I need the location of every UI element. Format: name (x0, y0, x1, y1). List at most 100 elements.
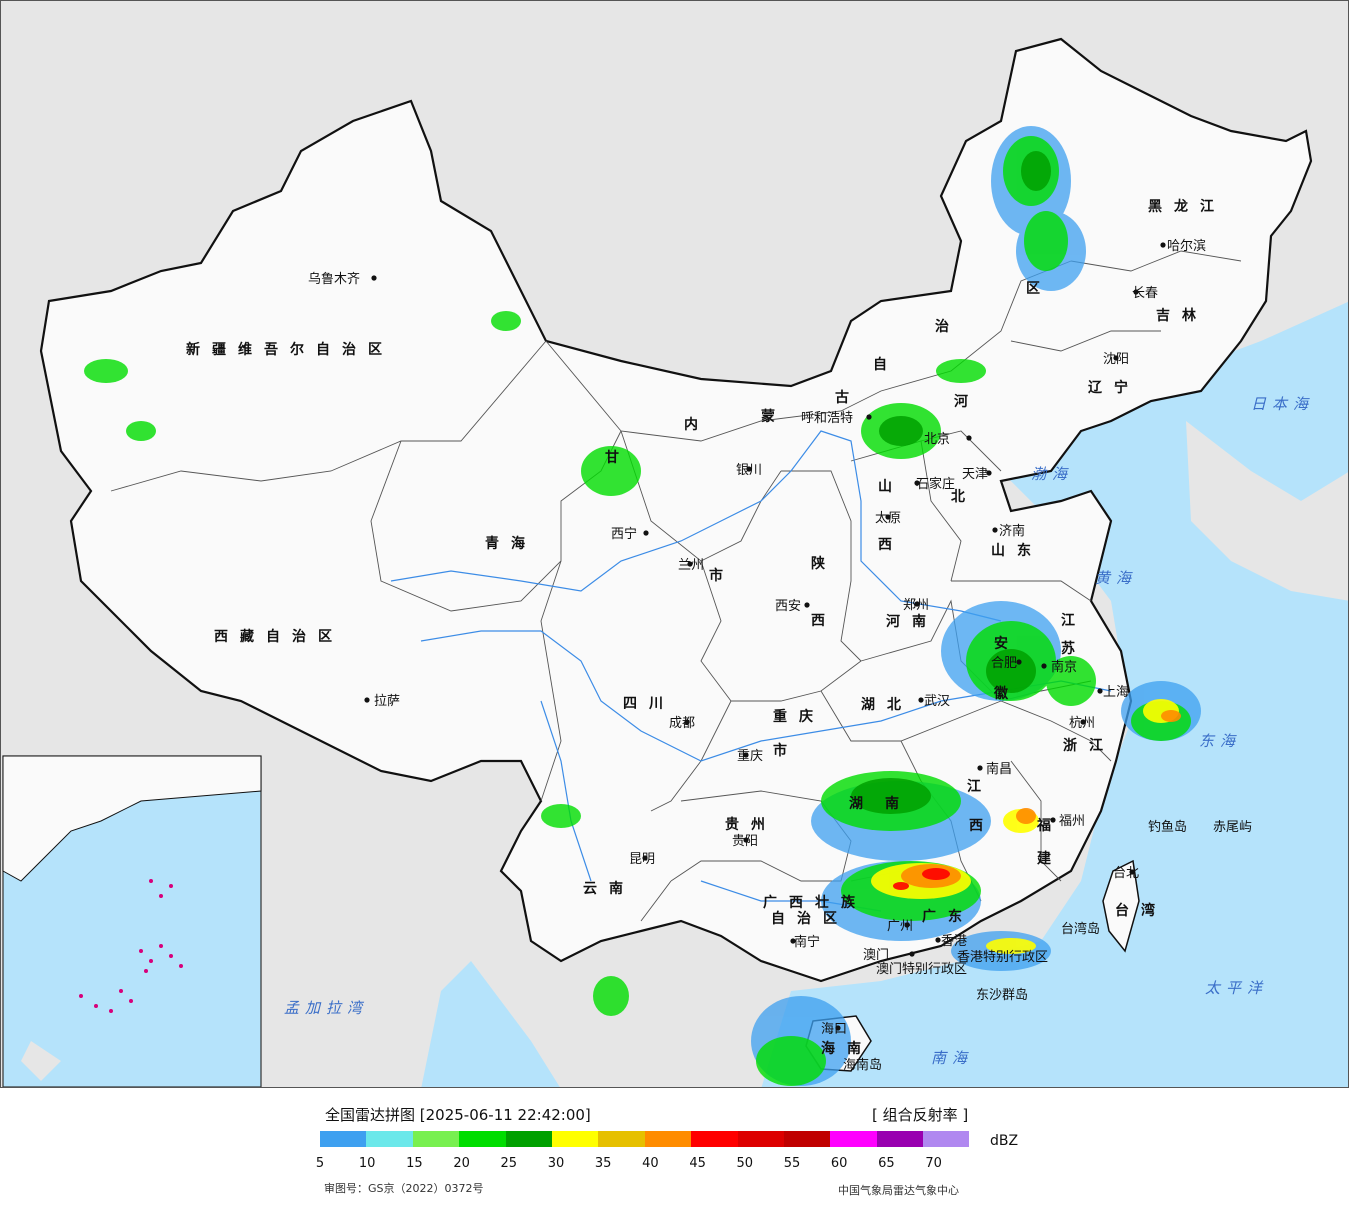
city-label: 台北 (1113, 866, 1139, 881)
province-label: 吉林 (1156, 307, 1208, 324)
province-label: 重庆 (773, 708, 825, 725)
city-label: 澳门 (863, 947, 889, 963)
city-label: 哈尔滨 (1167, 238, 1206, 254)
scale-swatch (412, 1131, 460, 1147)
province-label: 徽 (993, 685, 1020, 702)
city-label: 昆明 (629, 852, 655, 867)
province-label: 贵州 (725, 816, 777, 833)
city-marker (904, 922, 910, 928)
province-label: 浙江 (1063, 737, 1115, 754)
island-label: 海南岛 (843, 1057, 882, 1073)
province-label: 湖北 (861, 697, 913, 713)
city-marker (935, 937, 941, 943)
sea-label: 东海 (1199, 732, 1241, 750)
scale-value: 5 (315, 1156, 325, 1171)
scale-value: 35 (594, 1156, 612, 1171)
scale-swatch (505, 1131, 552, 1147)
scale-swatch (830, 1131, 877, 1147)
province-label: 建 (1037, 850, 1063, 867)
city-marker (1129, 869, 1135, 875)
province-label: 福 (1036, 817, 1063, 834)
province-label: 内 (684, 416, 710, 433)
scale-swatch (459, 1131, 506, 1147)
city-marker (790, 938, 796, 944)
province-label: 西 (878, 537, 904, 553)
city-marker (746, 466, 752, 472)
product-name: [ 组合反射率 ] (872, 1106, 969, 1124)
province-label: 新疆维吾尔自治区 (186, 341, 394, 358)
city-marker (642, 855, 648, 861)
city-marker (1113, 355, 1119, 361)
province-label: 四川 (623, 696, 675, 712)
province-label: 自 (873, 356, 899, 373)
city-marker (966, 435, 972, 441)
city-marker (914, 601, 920, 607)
scale-swatch (320, 1131, 367, 1147)
city-marker (1050, 817, 1056, 823)
province-label: 治 (935, 318, 961, 335)
bay-of-bengal (421, 961, 560, 1087)
city-label: 合肥 (991, 656, 1017, 671)
province-label: 台湾 (1115, 902, 1167, 919)
city-label: 天津 (962, 467, 988, 482)
city-label: 济南 (999, 523, 1025, 539)
scale-swatch (691, 1131, 738, 1147)
province-label: 黑龙江 (1148, 198, 1226, 215)
scale-value: 60 (830, 1156, 848, 1171)
scale-value: 45 (689, 1156, 706, 1171)
china-land (39, 37, 1313, 983)
province-label: 江 (1061, 612, 1087, 629)
city-label: 重庆 (737, 748, 763, 764)
scale-value: 55 (783, 1156, 801, 1171)
city-marker (1041, 663, 1047, 669)
scale-value: 40 (642, 1156, 659, 1171)
province-label: 北 (951, 489, 977, 505)
city-marker (371, 275, 377, 281)
city-marker (804, 602, 810, 608)
province-label: 陕 (811, 555, 837, 572)
island-label: 东沙群岛 (976, 987, 1028, 1003)
province-label: 西藏自治区 (214, 628, 344, 645)
city-marker (364, 697, 370, 703)
province-label: 市 (709, 567, 735, 584)
scale-value: 25 (500, 1156, 518, 1171)
city-marker (885, 514, 891, 520)
province-label: 甘 (605, 449, 631, 466)
province-label: 山东 (991, 542, 1043, 559)
korea-japan-land (1186, 421, 1348, 601)
scale-labels: 5 10 15 20 25 30 35 40 45 50 55 60 65 70 (298, 1156, 978, 1174)
province-label: 西 (811, 613, 837, 629)
province-label: 苏 (1061, 640, 1087, 657)
city-marker (1097, 688, 1103, 694)
province-label: 蒙 (761, 408, 787, 425)
city-label: 福州 (1059, 814, 1085, 829)
city-marker (743, 752, 749, 758)
city-label: 香港 (941, 934, 967, 949)
city-marker (1160, 242, 1166, 248)
province-label: 自治区 (771, 910, 849, 927)
city-label: 长春 (1132, 286, 1158, 301)
province-label: 湖 (849, 796, 875, 812)
sea-label: 太平洋 (1205, 979, 1268, 997)
scale-swatch (598, 1131, 645, 1147)
city-marker (687, 561, 693, 567)
island-label: 香港特别行政区 (957, 950, 1048, 965)
city-marker (918, 697, 924, 703)
scale-swatch (923, 1131, 970, 1147)
city-marker (1080, 719, 1086, 725)
city-marker (684, 719, 690, 725)
province-label: 西 (969, 818, 995, 834)
city-marker (909, 951, 915, 957)
radar-map: 新疆维吾尔自治区 西藏自治区 青海内蒙古自治区黑龙江 吉林 辽宁河北山西山东陕西甘市河南… (0, 0, 1349, 1088)
sea-label: 黄海 (1095, 569, 1137, 587)
scale-swatch (366, 1131, 413, 1147)
radar-echoes (59, 126, 1201, 1086)
scale-value: 65 (878, 1156, 895, 1171)
source-label: 中国气象局雷达气象中心 (838, 1184, 959, 1197)
city-label: 南京 (1051, 659, 1077, 675)
city-label: 南宁 (794, 934, 820, 950)
scale-swatch (644, 1131, 692, 1147)
city-label: 拉萨 (374, 694, 400, 709)
